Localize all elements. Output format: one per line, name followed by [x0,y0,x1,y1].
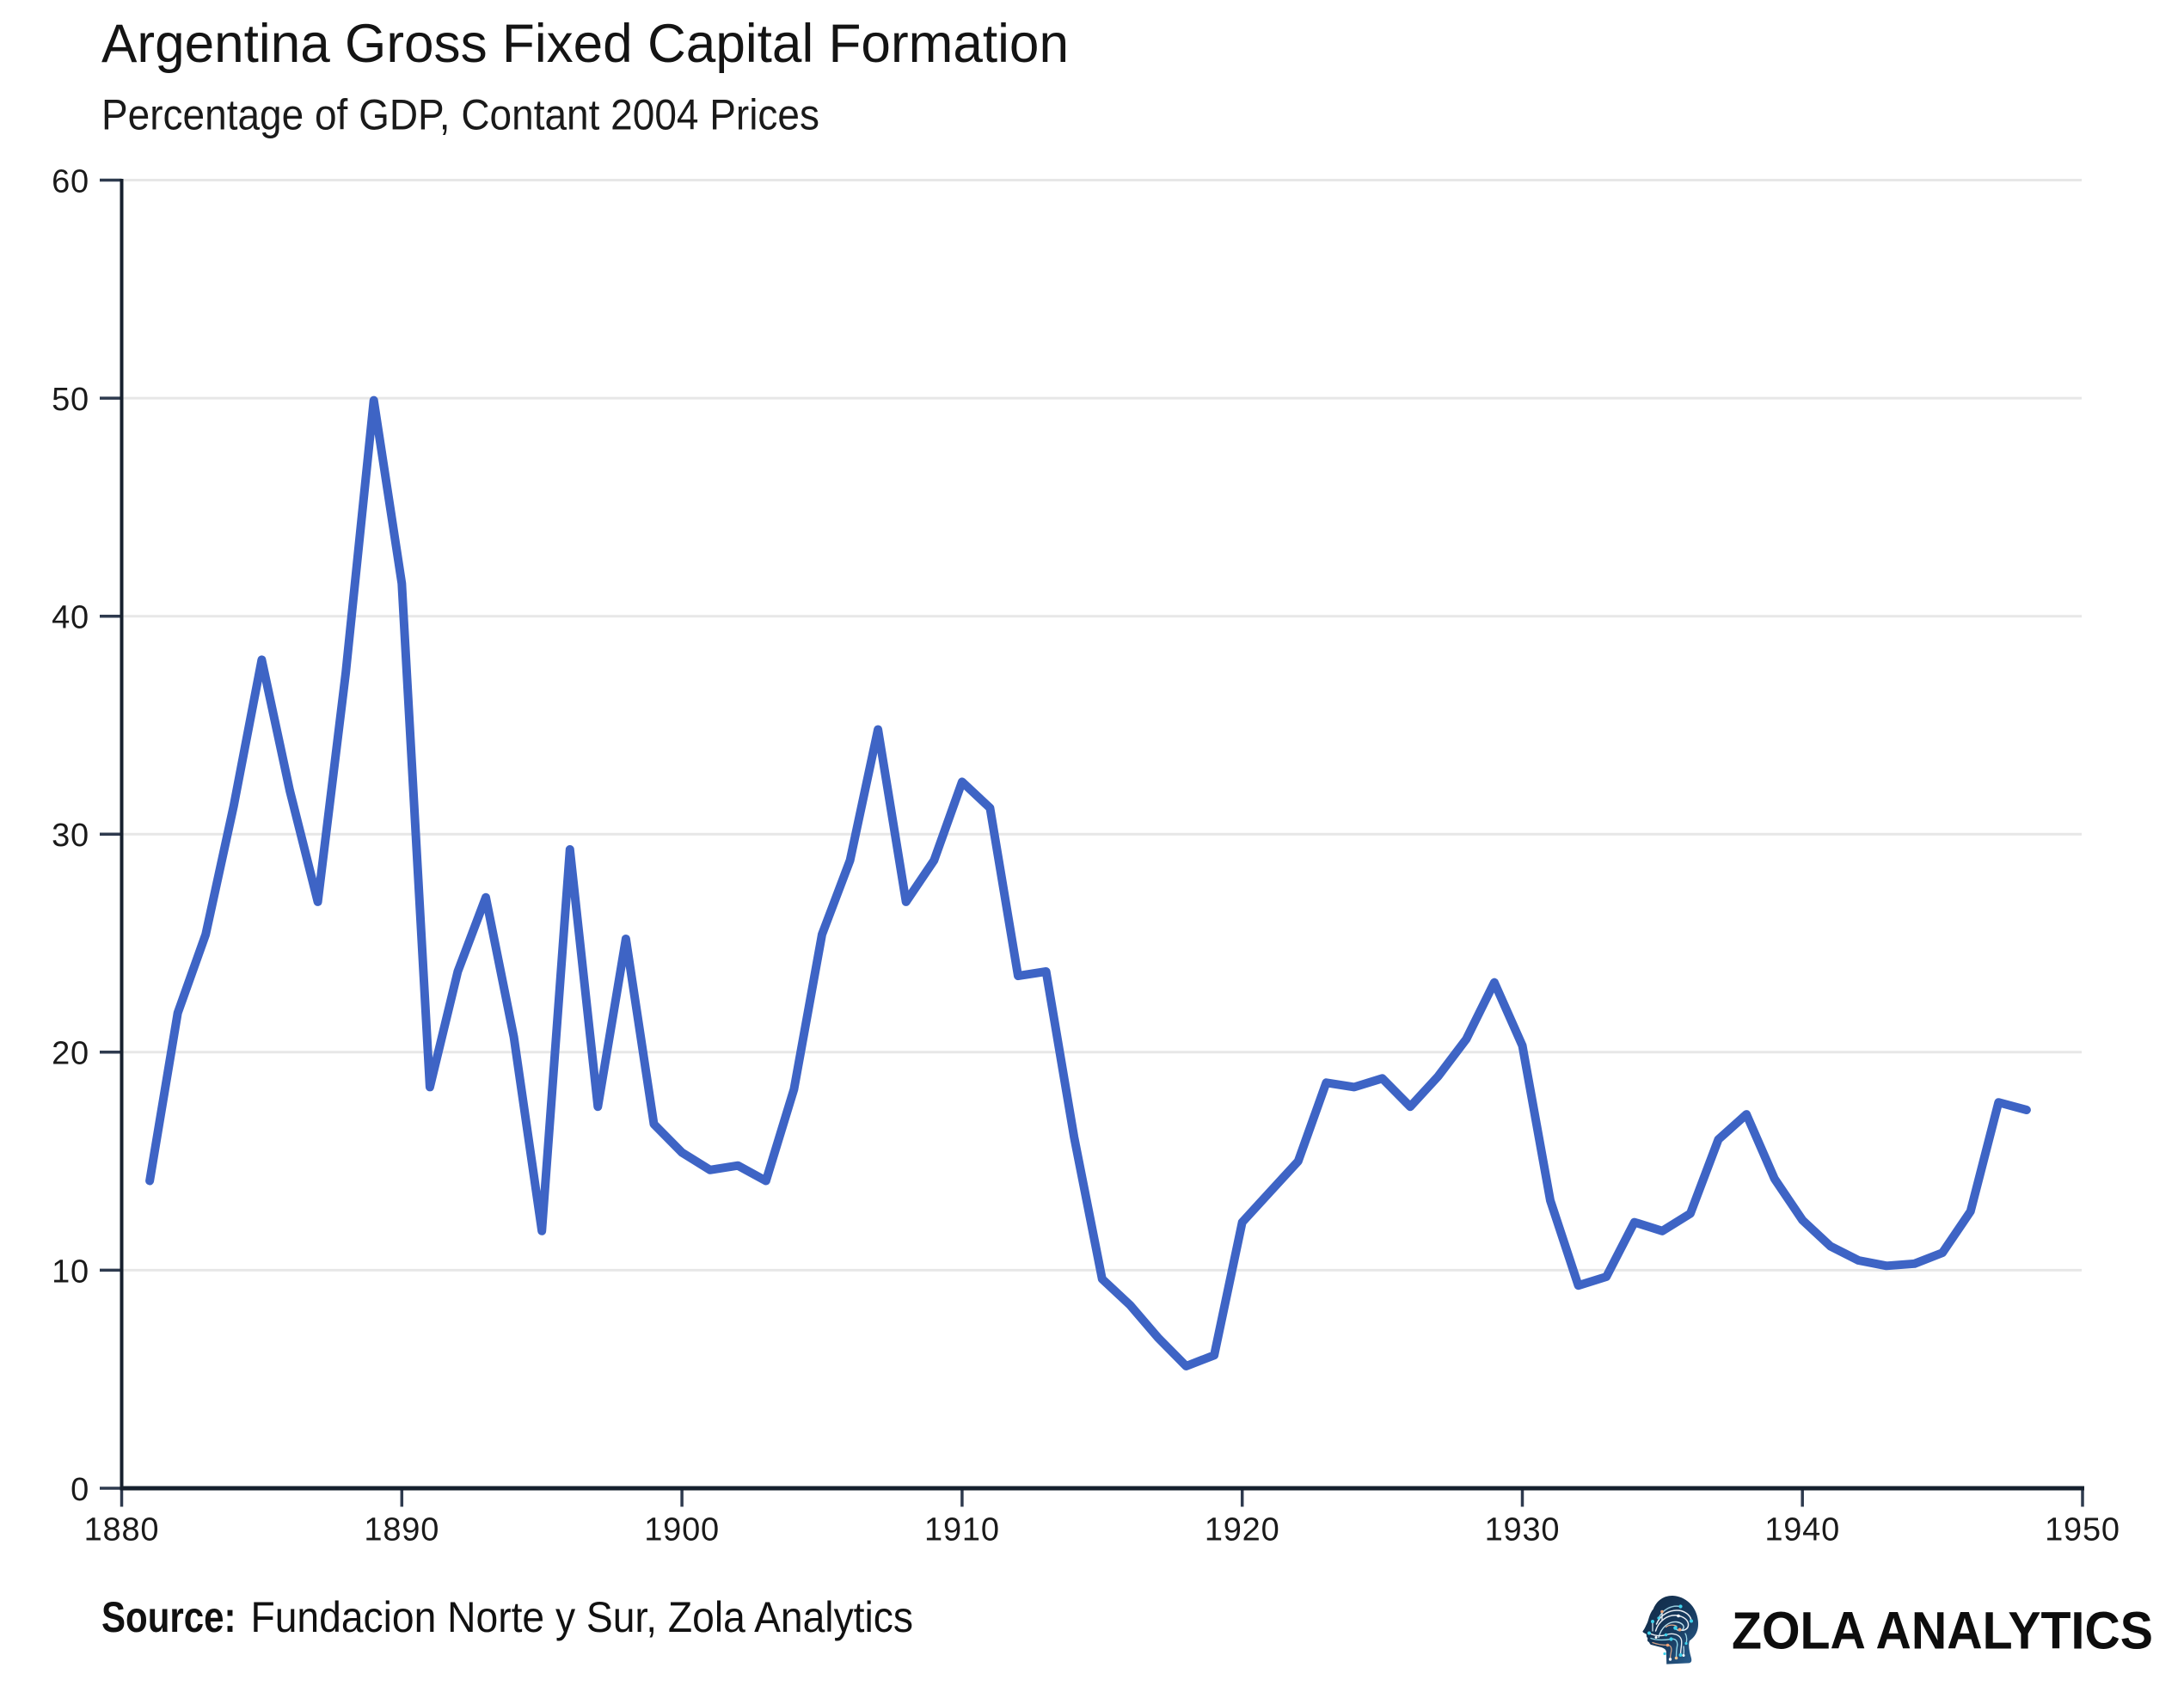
svg-text:50: 50 [52,382,89,418]
svg-text:60: 60 [52,163,89,199]
svg-text:Fundacion Norte y Sur, Zola An: Fundacion Norte y Sur, Zola Analytics [251,1593,914,1641]
svg-text:1900: 1900 [644,1512,720,1548]
svg-text:ZOLA ANALYTICS: ZOLA ANALYTICS [1732,1602,2153,1660]
svg-text:Source:: Source: [101,1593,236,1641]
svg-text:1910: 1910 [924,1512,1000,1548]
svg-text:20: 20 [52,1036,89,1072]
svg-text:1940: 1940 [1764,1512,1840,1548]
svg-text:Percentage of GDP, Contant 200: Percentage of GDP, Contant 2004 Prices [101,91,819,139]
svg-text:Argentina Gross Fixed Capital: Argentina Gross Fixed Capital Formation [101,14,1069,74]
svg-text:0: 0 [71,1472,89,1508]
svg-text:40: 40 [52,600,89,636]
svg-text:10: 10 [52,1254,89,1290]
svg-text:30: 30 [52,818,89,854]
svg-text:1950: 1950 [2045,1512,2120,1548]
svg-text:1930: 1930 [1485,1512,1561,1548]
svg-text:1880: 1880 [84,1512,160,1548]
svg-text:1890: 1890 [364,1512,439,1548]
svg-text:1920: 1920 [1205,1512,1280,1548]
